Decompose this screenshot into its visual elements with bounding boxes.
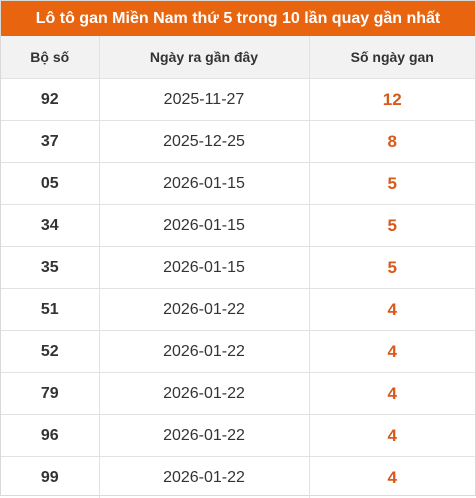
table-header-row: Bộ số Ngày ra gần đây Số ngày gan xyxy=(1,36,475,79)
row-number: 34 xyxy=(1,205,99,247)
row-number: 99 xyxy=(1,457,99,498)
panel-title: Lô tô gan Miền Nam thứ 5 trong 10 lần qu… xyxy=(1,1,475,36)
row-gan-days: 4 xyxy=(309,331,475,373)
row-number: 51 xyxy=(1,289,99,331)
row-last-date: 2025-11-27 xyxy=(99,79,309,121)
row-gan-days: 4 xyxy=(309,289,475,331)
row-gan-days: 4 xyxy=(309,457,475,498)
row-last-date: 2026-01-22 xyxy=(99,457,309,498)
row-last-date: 2026-01-22 xyxy=(99,373,309,415)
row-number: 05 xyxy=(1,163,99,205)
row-last-date: 2026-01-15 xyxy=(99,247,309,289)
header-number: Bộ số xyxy=(1,36,99,79)
row-number: 79 xyxy=(1,373,99,415)
row-gan-days: 12 xyxy=(309,79,475,121)
row-number: 37 xyxy=(1,121,99,163)
row-gan-days: 5 xyxy=(309,205,475,247)
row-gan-days: 5 xyxy=(309,163,475,205)
row-gan-days: 4 xyxy=(309,415,475,457)
row-last-date: 2026-01-22 xyxy=(99,289,309,331)
row-number: 52 xyxy=(1,331,99,373)
header-gan-days: Số ngày gan xyxy=(309,36,475,79)
row-number: 92 xyxy=(1,79,99,121)
row-last-date: 2026-01-22 xyxy=(99,415,309,457)
row-gan-days: 5 xyxy=(309,247,475,289)
row-last-date: 2025-12-25 xyxy=(99,121,309,163)
row-number: 35 xyxy=(1,247,99,289)
row-last-date: 2026-01-15 xyxy=(99,205,309,247)
row-number: 96 xyxy=(1,415,99,457)
row-gan-days: 4 xyxy=(309,373,475,415)
header-last-date: Ngày ra gần đây xyxy=(99,36,309,79)
row-gan-days: 8 xyxy=(309,121,475,163)
row-last-date: 2026-01-15 xyxy=(99,163,309,205)
row-last-date: 2026-01-22 xyxy=(99,331,309,373)
